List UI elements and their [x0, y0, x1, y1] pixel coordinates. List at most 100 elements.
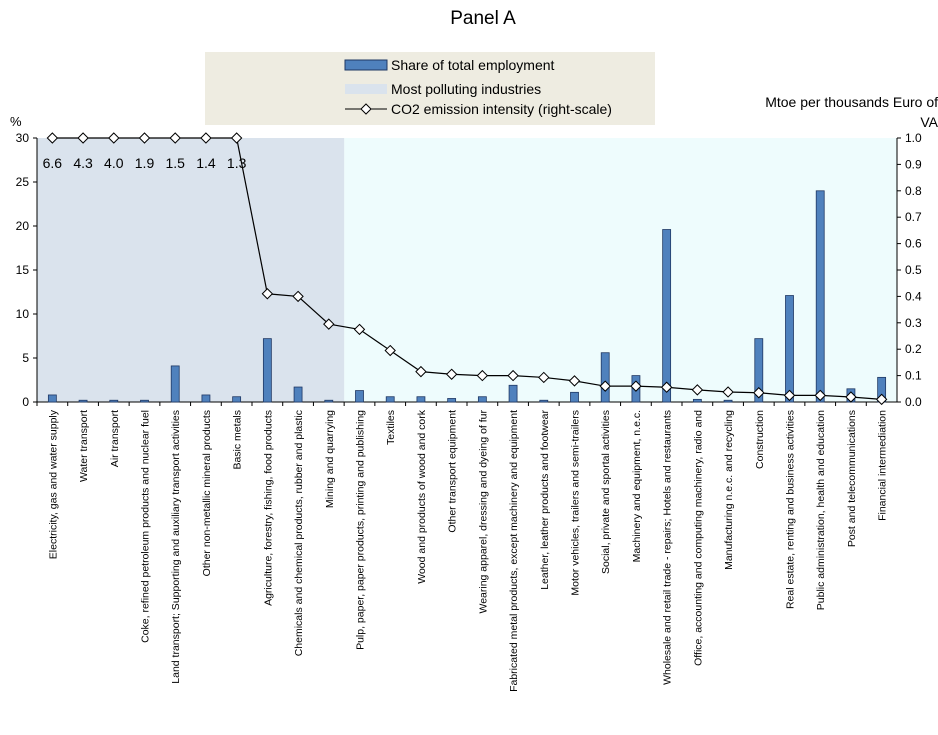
legend-swatch [344, 59, 388, 71]
line-marker [77, 132, 89, 144]
bar [201, 394, 211, 403]
y2-tick-label: 0.8 [905, 184, 922, 198]
line-marker [783, 389, 796, 402]
line-marker [875, 393, 888, 406]
x-tick-label: Coke, refined petroleum products and nuc… [140, 410, 152, 643]
x-tick-label: Office, accounting and computing machine… [692, 410, 704, 666]
y-tick-label: 25 [16, 175, 30, 189]
x-tick-label: Agriculture, forestry, fishing, food pro… [262, 410, 274, 606]
legend-swatch [345, 84, 387, 94]
x-tick-label: Electricity, gas and water supply [47, 409, 59, 559]
bar [692, 398, 702, 403]
bar [78, 399, 88, 403]
line-marker [445, 368, 458, 380]
x-tick-label: Leather, leather products and footwear [539, 410, 551, 590]
data-label: 4.0 [104, 155, 124, 171]
bar [109, 399, 119, 403]
legend-label: CO2 emission intensity (right-scale) [391, 101, 612, 117]
bar [140, 399, 149, 403]
legend-background [205, 52, 655, 125]
y-tick-label: 30 [16, 131, 30, 145]
bar [416, 396, 426, 403]
x-tick-label: Water transport [78, 410, 90, 482]
bar [232, 396, 242, 403]
x-tick-label: Construction [754, 410, 766, 469]
x-tick-label: Motor vehicles, trailers and semi-traile… [570, 410, 582, 596]
x-tick-label: Other transport equipment [447, 410, 459, 533]
x-tick-label: Real estate, renting and business activi… [785, 410, 797, 609]
bar [477, 396, 487, 403]
highlight-region [37, 138, 345, 402]
x-tick-label: Basic metals [232, 410, 244, 470]
line-marker [261, 288, 274, 300]
y2-tick-label: 1.0 [905, 131, 922, 145]
y2-tick-label: 0.3 [905, 316, 922, 330]
bar [47, 394, 57, 403]
bar [815, 190, 825, 403]
y-tick-label: 0 [22, 395, 29, 409]
line-marker [722, 386, 734, 398]
bar [600, 352, 610, 403]
y2-tick-label: 0.6 [905, 237, 922, 251]
bar [508, 384, 518, 403]
data-label: 1.4 [196, 155, 216, 171]
line-marker [845, 391, 857, 403]
x-tick-label: Chemicals and chemical products, rubber … [293, 410, 305, 656]
x-tick-label: Fabricated metal products, except machin… [508, 410, 520, 692]
x-tick-label: Wearing apparel, dressing and dyeing of … [477, 409, 489, 613]
bar [785, 295, 794, 403]
x-tick-label: Financial intermediation [877, 410, 889, 521]
line-marker [353, 323, 366, 336]
line-marker [292, 290, 304, 303]
line-marker [415, 365, 427, 378]
line-marker [538, 371, 550, 384]
x-tick-label: Other non-metallic mineral products [201, 410, 213, 576]
y2-axis-label: Mtoe per thousands Euro of VA [765, 94, 938, 130]
x-tick-label: Post and telecommunications [846, 410, 858, 547]
line-marker [568, 375, 581, 387]
legend-label: Most polluting industries [391, 81, 541, 97]
y-tick-label: 10 [16, 307, 30, 321]
line-marker [691, 384, 704, 396]
x-tick-label: Mining and quarrying [324, 410, 336, 508]
y-tick-label: 20 [16, 219, 30, 233]
line-marker [753, 387, 765, 399]
line-marker [230, 132, 243, 144]
line-marker [630, 380, 642, 392]
line-marker [138, 132, 151, 144]
x-tick-label: Land transport; Supporting and auxiliary… [170, 410, 182, 684]
bar [539, 399, 549, 403]
x-tick-label: Wholesale and retail trade - repairs; Ho… [662, 410, 674, 685]
data-label: 1.3 [227, 155, 247, 171]
line-marker [200, 132, 212, 144]
y-tick-label: 15 [16, 263, 30, 277]
line-marker [599, 380, 611, 392]
bar [355, 390, 364, 403]
y2-tick-label: 0.2 [905, 342, 922, 356]
chart-title: Panel A [450, 8, 516, 29]
bar [662, 229, 672, 403]
bar [723, 399, 733, 403]
line-marker [660, 381, 673, 393]
line-marker [169, 132, 181, 144]
y-tick-label: 5 [22, 351, 29, 365]
bar [262, 338, 272, 403]
line-marker [323, 318, 335, 330]
legend-marker [360, 103, 372, 115]
x-tick-label: Textiles [385, 410, 397, 445]
x-tick-label: Social, private and sportal activities [600, 410, 612, 574]
bar [570, 391, 579, 403]
line-marker [384, 344, 396, 357]
line [52, 137, 882, 400]
y-axis-label: % [10, 114, 22, 129]
y2-tick-label: 0.9 [905, 157, 922, 171]
y2-tick-label: 0.1 [905, 369, 922, 383]
line-marker [476, 369, 489, 382]
y2-tick-label: 0.7 [905, 210, 922, 224]
data-label: 4.3 [73, 155, 93, 171]
x-tick-label: Manufacturing n.e.c. and recycling [723, 410, 735, 570]
data-label: 1.5 [165, 155, 185, 171]
x-tick-label: Public administration, health and educat… [815, 410, 827, 610]
line-marker [46, 132, 59, 144]
data-label: 1.9 [135, 155, 155, 171]
